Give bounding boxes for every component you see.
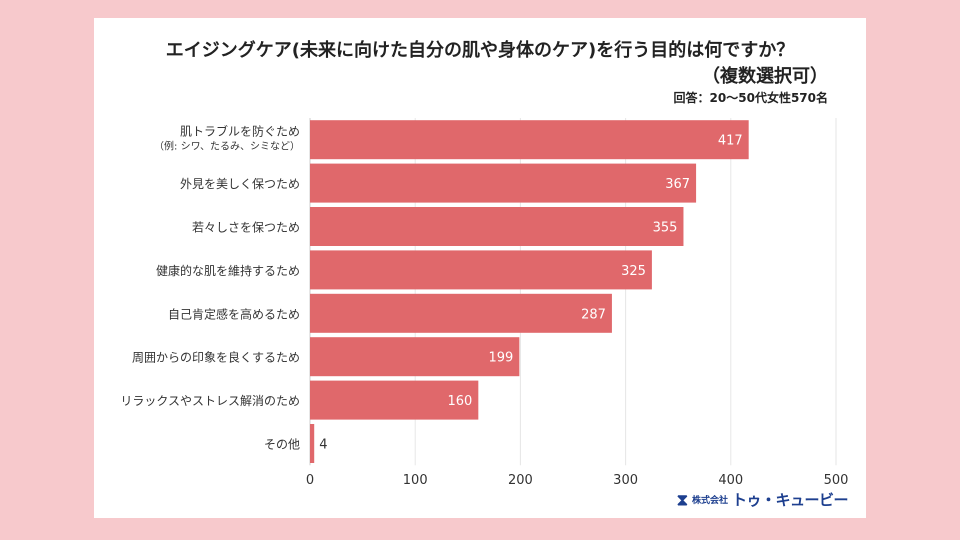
bar-chart: 0 100 200 300 400 500 肌トラブルを防ぐため（例: シワ、たるみ、シミな… [120, 118, 849, 488]
category-label: 若々しさを保つため [192, 221, 300, 235]
category-label: リラックスやストレス解消のため [120, 394, 300, 408]
category-label: 健康的な肌を維持するため [156, 263, 300, 278]
x-tick-label: 300 [613, 473, 638, 488]
bar [310, 163, 697, 203]
logo-prefix: 株式会社 [691, 496, 728, 506]
x-tick-label: 200 [508, 473, 533, 488]
bar [310, 207, 684, 246]
x-tick-label: 400 [718, 473, 743, 488]
category-sublabel: （例: シワ、たるみ、シミなど） [154, 140, 300, 153]
category-label: 自己肯定感を高めるため [168, 306, 300, 321]
bar [310, 424, 315, 463]
category-label: 外見を美しく保つため [180, 177, 300, 191]
logo-name: トゥ・キュービー [731, 491, 849, 509]
respondent-note: 回答：20〜50代女性570名 [673, 91, 828, 105]
chart-subtitle: （複数選択可） [702, 66, 828, 87]
chart-card: エイジングケア(未来に向けた自分の肌や身体のケア)を行う目的は何ですか？ （複数… [94, 18, 866, 518]
value-label: 4 [319, 438, 327, 453]
category-label: その他 [264, 438, 300, 452]
value-label: 417 [718, 134, 743, 149]
x-tick-label: 500 [824, 473, 849, 488]
value-label: 160 [447, 394, 472, 409]
bar [310, 337, 520, 377]
chart-title: エイジングケア(未来に向けた自分の肌や身体のケア)を行う目的は何ですか？ [165, 40, 795, 61]
x-tick-label: 0 [306, 473, 314, 488]
hourglass-icon: ⧗ [676, 489, 688, 509]
bar [310, 120, 749, 160]
company-logo: ⧗ 株式会社 トゥ・キュービー [676, 489, 849, 510]
value-label: 367 [665, 177, 690, 192]
value-label: 325 [621, 264, 646, 279]
bar [310, 293, 612, 333]
x-tick-label: 100 [403, 473, 428, 488]
value-label: 355 [653, 221, 678, 236]
value-label: 199 [489, 351, 514, 366]
bar [310, 250, 652, 290]
category-label: 肌トラブルを防ぐため [180, 124, 300, 139]
category-label: 周囲からの印象を良くするため [132, 350, 300, 365]
value-label: 287 [581, 307, 606, 322]
bar [310, 380, 479, 420]
